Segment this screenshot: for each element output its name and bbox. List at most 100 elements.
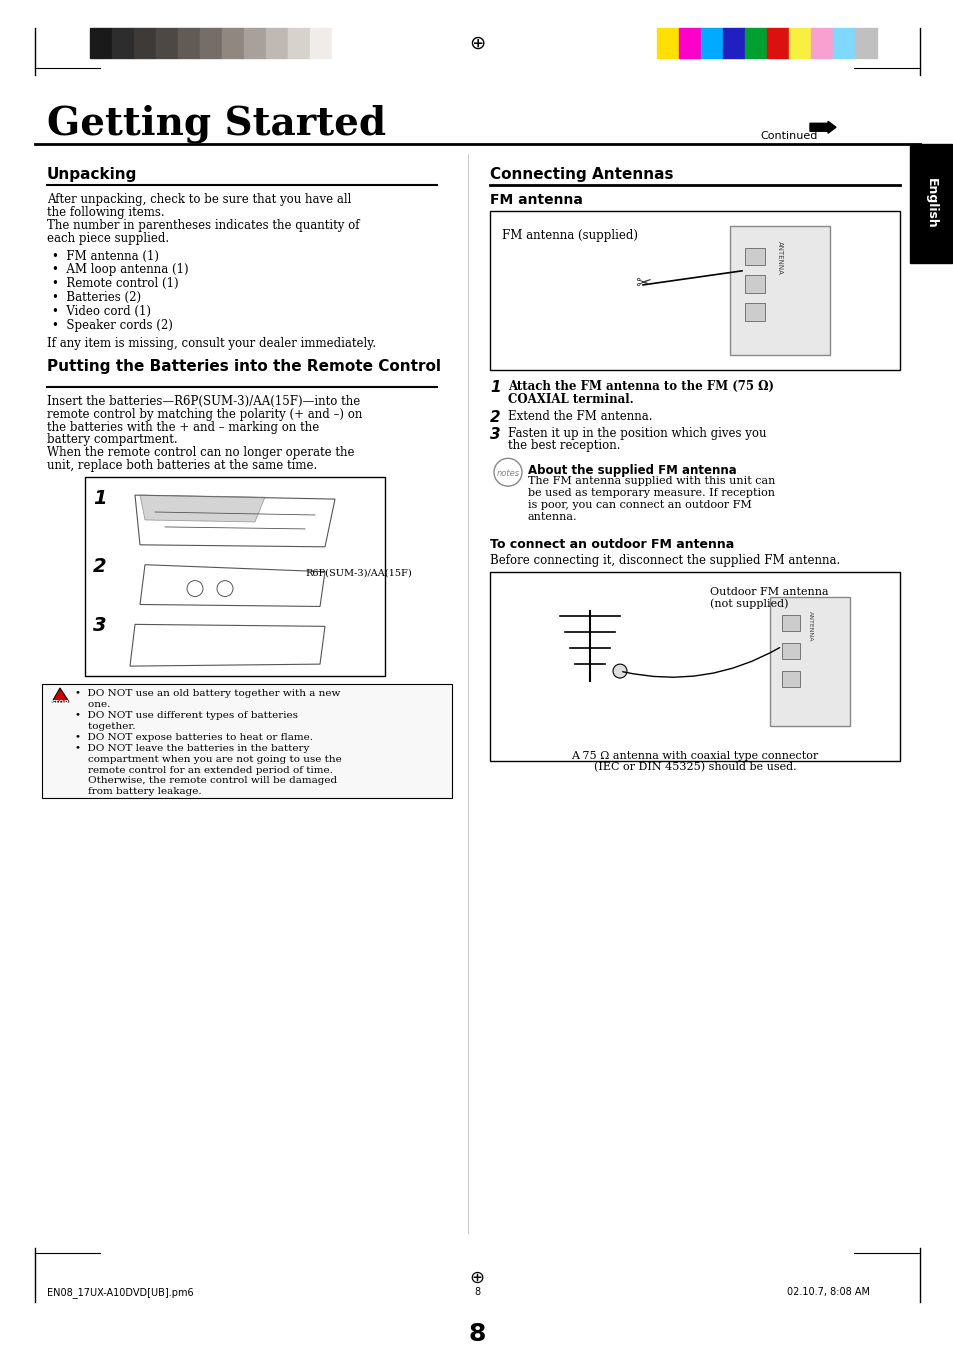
- Bar: [781, 616, 800, 631]
- Text: The number in parentheses indicates the quantity of: The number in parentheses indicates the …: [47, 219, 359, 232]
- Text: ⊕: ⊕: [469, 1269, 484, 1286]
- Bar: [90, 28, 112, 58]
- Text: remote control by matching the polarity (+ and –) on: remote control by matching the polarity …: [47, 408, 362, 420]
- Bar: [766, 28, 788, 58]
- Text: STOP: STOP: [51, 700, 70, 705]
- Text: COAXIAL terminal.: COAXIAL terminal.: [507, 393, 633, 405]
- Text: •  DO NOT expose batteries to heat or flame.: • DO NOT expose batteries to heat or fla…: [75, 732, 313, 742]
- Text: 3: 3: [490, 427, 500, 442]
- Text: •  DO NOT leave the batteries in the battery: • DO NOT leave the batteries in the batt…: [75, 743, 309, 753]
- Bar: [788, 28, 810, 58]
- Text: About the supplied FM antenna: About the supplied FM antenna: [527, 465, 736, 477]
- Text: 1: 1: [92, 489, 107, 508]
- Text: FM antenna: FM antenna: [490, 193, 582, 207]
- Bar: [332, 28, 354, 58]
- Text: Connecting Antennas: Connecting Antennas: [490, 168, 673, 182]
- Bar: [112, 28, 133, 58]
- Text: ANTENNA: ANTENNA: [806, 612, 812, 642]
- Text: the best reception.: the best reception.: [507, 439, 619, 453]
- Bar: [310, 28, 332, 58]
- Bar: [744, 276, 764, 293]
- Text: 3: 3: [92, 616, 107, 635]
- Bar: [744, 247, 764, 265]
- Text: EN08_17UX-A10DVD[UB].pm6: EN08_17UX-A10DVD[UB].pm6: [47, 1288, 193, 1298]
- Bar: [200, 28, 222, 58]
- Text: unit, replace both batteries at the same time.: unit, replace both batteries at the same…: [47, 459, 317, 473]
- Text: Before connecting it, disconnect the supplied FM antenna.: Before connecting it, disconnect the sup…: [490, 554, 840, 567]
- Text: 8: 8: [468, 1323, 485, 1347]
- Bar: [490, 571, 899, 761]
- Text: FM antenna (supplied): FM antenna (supplied): [501, 228, 638, 242]
- Text: •  AM loop antenna (1): • AM loop antenna (1): [52, 263, 189, 277]
- Text: •  Batteries (2): • Batteries (2): [52, 292, 141, 304]
- Bar: [781, 671, 800, 688]
- Text: ✂: ✂: [635, 274, 651, 293]
- Text: English: English: [923, 178, 937, 230]
- Text: antenna.: antenna.: [527, 512, 577, 521]
- Bar: [657, 28, 679, 58]
- Text: Extend the FM antenna.: Extend the FM antenna.: [507, 409, 652, 423]
- Bar: [854, 28, 876, 58]
- Text: When the remote control can no longer operate the: When the remote control can no longer op…: [47, 446, 355, 459]
- Text: •  Speaker cords (2): • Speaker cords (2): [52, 319, 172, 332]
- Text: •  Video cord (1): • Video cord (1): [52, 305, 151, 319]
- Text: one.: one.: [75, 700, 111, 709]
- Bar: [769, 597, 849, 725]
- Text: •  DO NOT use an old battery together with a new: • DO NOT use an old battery together wit…: [75, 689, 340, 698]
- Bar: [744, 303, 764, 322]
- Text: battery compartment.: battery compartment.: [47, 434, 177, 446]
- Bar: [244, 28, 266, 58]
- Circle shape: [494, 458, 521, 486]
- Text: remote control for an extended period of time.: remote control for an extended period of…: [75, 766, 333, 774]
- Text: ANTENNA: ANTENNA: [776, 240, 782, 274]
- Text: •  DO NOT use different types of batteries: • DO NOT use different types of batterie…: [75, 711, 297, 720]
- Text: •  FM antenna (1): • FM antenna (1): [52, 250, 159, 262]
- Bar: [490, 211, 899, 370]
- Text: After unpacking, check to be sure that you have all: After unpacking, check to be sure that y…: [47, 193, 351, 205]
- Bar: [722, 28, 744, 58]
- Text: Unpacking: Unpacking: [47, 168, 137, 182]
- Bar: [156, 28, 178, 58]
- Text: Fasten it up in the position which gives you: Fasten it up in the position which gives…: [507, 427, 765, 439]
- Bar: [679, 28, 700, 58]
- Text: Continued: Continued: [760, 131, 817, 142]
- Text: To connect an outdoor FM antenna: To connect an outdoor FM antenna: [490, 538, 734, 551]
- Bar: [490, 461, 899, 540]
- Text: the following items.: the following items.: [47, 205, 165, 219]
- Text: ⊕: ⊕: [468, 34, 485, 53]
- Text: R6P(SUM-3)/AA(15F): R6P(SUM-3)/AA(15F): [305, 569, 412, 578]
- Bar: [222, 28, 244, 58]
- Text: compartment when you are not going to use the: compartment when you are not going to us…: [75, 755, 341, 763]
- Bar: [744, 28, 766, 58]
- Text: be used as temporary measure. If reception: be used as temporary measure. If recepti…: [527, 488, 774, 499]
- Text: Getting Started: Getting Started: [47, 104, 386, 143]
- Text: The FM antenna supplied with this unit can: The FM antenna supplied with this unit c…: [527, 476, 775, 486]
- Bar: [700, 28, 722, 58]
- Text: •  Remote control (1): • Remote control (1): [52, 277, 178, 290]
- Bar: [810, 28, 832, 58]
- Text: A 75 Ω antenna with coaxial type connector
(IEC or DIN 45325) should be used.: A 75 Ω antenna with coaxial type connect…: [571, 751, 818, 773]
- Text: together.: together.: [75, 721, 135, 731]
- Text: Outdoor FM antenna
(not supplied): Outdoor FM antenna (not supplied): [709, 586, 828, 609]
- Text: 02.10.7, 8:08 AM: 02.10.7, 8:08 AM: [786, 1288, 869, 1297]
- Text: 8: 8: [474, 1288, 479, 1297]
- Text: Attach the FM antenna to the FM (75 Ω): Attach the FM antenna to the FM (75 Ω): [507, 380, 773, 393]
- Bar: [832, 28, 854, 58]
- Bar: [781, 643, 800, 659]
- Bar: [266, 28, 288, 58]
- Polygon shape: [140, 494, 265, 521]
- Text: notes: notes: [496, 469, 519, 478]
- Text: 1: 1: [490, 380, 500, 394]
- Text: 2: 2: [92, 557, 107, 576]
- Text: Putting the Batteries into the Remote Control: Putting the Batteries into the Remote Co…: [47, 359, 440, 374]
- Polygon shape: [52, 688, 69, 703]
- Bar: [133, 28, 156, 58]
- Bar: [909, 145, 951, 263]
- Text: each piece supplied.: each piece supplied.: [47, 231, 169, 245]
- Text: Otherwise, the remote control will be damaged: Otherwise, the remote control will be da…: [75, 777, 336, 785]
- Bar: [729, 226, 829, 355]
- Bar: [85, 477, 385, 676]
- Text: the batteries with the + and – marking on the: the batteries with the + and – marking o…: [47, 420, 319, 434]
- Text: Insert the batteries—R6P(SUM-3)/AA(15F)—into the: Insert the batteries—R6P(SUM-3)/AA(15F)—…: [47, 394, 360, 408]
- Text: If any item is missing, consult your dealer immediately.: If any item is missing, consult your dea…: [47, 336, 375, 350]
